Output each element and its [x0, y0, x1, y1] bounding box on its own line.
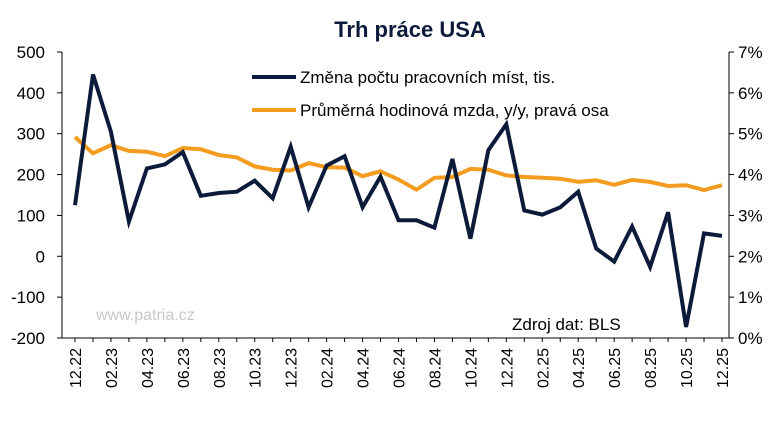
x-tick-label: 10.24	[463, 348, 480, 388]
left-tick-label: -100	[11, 288, 45, 307]
x-tick-label: 02.24	[320, 348, 337, 388]
left-y-axis: 500 400 300 200 100 0 -100 -200	[11, 43, 62, 348]
x-tick-label: 10.25	[679, 348, 696, 388]
left-tick-label: 300	[17, 125, 45, 144]
series-line-jobs	[73, 73, 723, 328]
right-tick-label: 2%	[738, 247, 763, 266]
left-tick-label: 100	[17, 206, 45, 225]
x-tick-label: 08.23	[212, 348, 229, 388]
x-tick-label: 08.24	[427, 348, 444, 388]
right-y-axis: 7% 6% 5% 4% 3% 2% 1% 0%	[729, 43, 763, 348]
x-tick-label: 12.24	[499, 348, 516, 388]
right-tick-label: 5%	[738, 125, 763, 144]
legend-label-wage: Průměrná hodinová mzda, y/y, pravá osa	[300, 101, 609, 120]
x-tick-label: 04.24	[356, 348, 373, 388]
plot-lines	[73, 73, 723, 328]
axes	[61, 52, 730, 339]
x-tick-label: 02.25	[535, 348, 552, 388]
x-axis: 12.22 02.23 04.23 06.23 08.23 10.23 12.23 02.24…	[68, 338, 732, 388]
left-tick-label: 400	[17, 84, 45, 103]
left-tick-label: 500	[17, 43, 45, 62]
x-tick-label: 12.25	[715, 348, 732, 388]
source-note: Zdroj dat: BLS	[512, 315, 621, 334]
right-tick-label: 6%	[738, 84, 763, 103]
x-tick-label: 12.23	[284, 348, 301, 388]
legend-label-jobs: Změna počtu pracovních míst, tis.	[300, 68, 555, 87]
series-line-wage	[73, 135, 723, 193]
x-tick-label: 04.25	[571, 348, 588, 388]
x-tick-label: 04.23	[140, 348, 157, 388]
right-tick-label: 7%	[738, 43, 763, 62]
x-tick-label: 10.23	[248, 348, 265, 388]
left-tick-label: -200	[11, 329, 45, 348]
x-tick-label: 08.25	[643, 348, 660, 388]
right-tick-label: 3%	[738, 206, 763, 225]
legend: Změna počtu pracovních míst, tis. Průměr…	[252, 68, 609, 120]
right-tick-label: 1%	[738, 288, 763, 307]
x-tick-label: 06.23	[176, 348, 193, 388]
right-tick-label: 4%	[738, 166, 763, 185]
x-tick-label: 06.24	[392, 348, 409, 388]
x-tick-label: 06.25	[607, 348, 624, 388]
x-tick-label: 12.22	[68, 348, 85, 388]
x-tick-label: 02.23	[104, 348, 121, 388]
chart-title: Trh práce USA	[334, 17, 486, 42]
left-tick-label: 0	[36, 247, 45, 266]
left-tick-label: 200	[17, 166, 45, 185]
watermark: www.patria.cz	[95, 307, 195, 324]
right-tick-label: 0%	[738, 329, 763, 348]
